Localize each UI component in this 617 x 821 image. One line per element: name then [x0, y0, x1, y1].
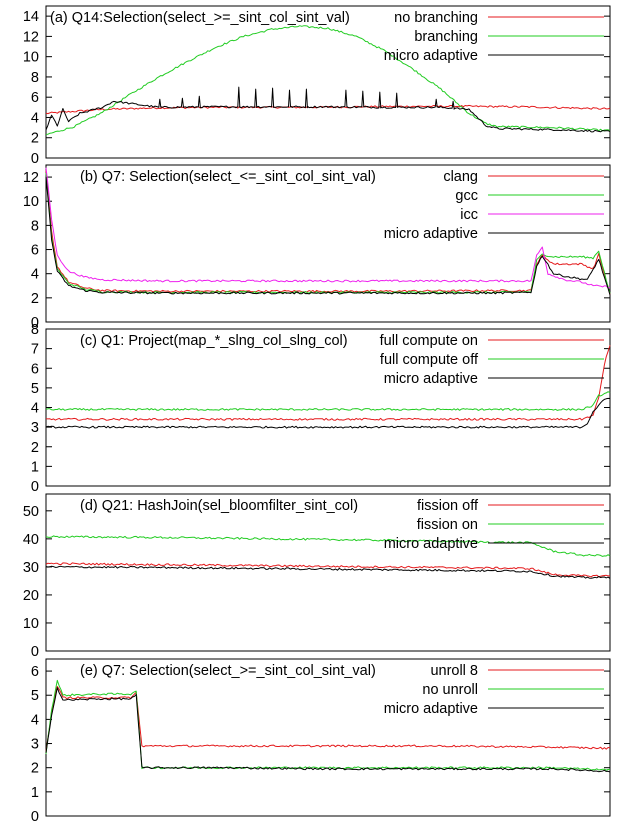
- chart-panel-2: 0 2 4 6 8 10 12 (b) Q7: Selection(select_<=_sin…: [23, 164, 611, 331]
- y-tick-label: 5: [31, 381, 39, 397]
- y-tick-label: 8: [31, 70, 39, 86]
- y-tick-label: 8: [31, 218, 39, 234]
- y-tick-label: 2: [31, 761, 39, 777]
- y-tick-label: 20: [23, 588, 39, 604]
- chart-panel-4: 0 10 20 30 40 50 (d) Q21: HashJoin(sel_bloomfi…: [23, 493, 611, 660]
- y-tick-label: 10: [23, 50, 39, 66]
- panel-title: (c) Q1: Project(map_*_slng_col_slng_col): [80, 333, 348, 349]
- series-line-no-unroll: [45, 679, 611, 771]
- y-tick-label: 2: [31, 131, 39, 147]
- y-tick-label: 10: [23, 194, 39, 210]
- panel-title: (d) Q21: HashJoin(sel_bloomfilter_sint_c…: [80, 498, 358, 514]
- plot-frame: [45, 5, 611, 159]
- y-tick-label: 0: [31, 809, 39, 821]
- legend-label: full compute off: [380, 352, 479, 368]
- y-tick-label: 14: [23, 9, 39, 25]
- plot-frame: [45, 164, 611, 323]
- y-tick-label: 3: [31, 420, 39, 436]
- legend-label: no branching: [394, 10, 478, 26]
- legend-label: icc: [460, 207, 478, 223]
- series-line-fission-on: [45, 535, 611, 557]
- y-tick-label: 4: [31, 401, 39, 417]
- series-line-full-compute-off: [45, 391, 611, 411]
- series-line-icc: [45, 167, 610, 289]
- y-tick-label: 1: [31, 785, 39, 801]
- series-line-full-compute-on: [45, 345, 611, 421]
- legend-label: micro adaptive: [384, 226, 478, 242]
- y-tick-label: 2: [31, 291, 39, 307]
- y-tick-label: 0: [31, 151, 39, 167]
- y-tick-label: 6: [31, 361, 39, 377]
- y-tick-label: 0: [31, 479, 39, 495]
- chart-panel-5: 0 1 2 3 4 5 6 (e) Q7: Selection(select_>=_sint_…: [31, 658, 611, 821]
- series-line-micro-adaptive: [45, 397, 611, 429]
- legend-label: micro adaptive: [384, 536, 478, 552]
- y-tick-label: 12: [23, 170, 39, 186]
- chart-panel-1: 0 2 4 6 8 10 12 14 (a) Q14:Selection(select_>=_s…: [23, 5, 611, 167]
- panel-title: (e) Q7: Selection(select_>=_sint_col_sin…: [80, 663, 376, 679]
- chart-panel-3: 0 1 2 3 4 5 6 7 8 (c) Q1: Project(map_*_slng_col_…: [31, 322, 611, 495]
- series-line-micro-adaptive: [45, 687, 611, 773]
- legend-label: micro adaptive: [384, 48, 478, 64]
- legend-label: gcc: [455, 188, 478, 204]
- legend-label: micro adaptive: [384, 371, 478, 387]
- series-line-branching: [45, 25, 611, 135]
- panel-title: (b) Q7: Selection(select_<=_sint_col_sin…: [80, 169, 376, 185]
- y-tick-label: 8: [31, 322, 39, 338]
- y-tick-label: 40: [23, 532, 39, 548]
- legend-label: micro adaptive: [384, 701, 478, 717]
- y-tick-label: 0: [31, 644, 39, 660]
- legend-label: fission off: [417, 498, 479, 514]
- y-tick-label: 0: [31, 315, 39, 331]
- y-tick-label: 4: [31, 110, 39, 126]
- legend-label: unroll 8: [430, 663, 478, 679]
- y-tick-label: 4: [31, 712, 39, 728]
- plot-frame: [45, 493, 611, 652]
- y-tick-label: 5: [31, 688, 39, 704]
- plot-frame: [45, 328, 611, 487]
- y-tick-label: 4: [31, 267, 39, 283]
- y-tick-label: 6: [31, 664, 39, 680]
- y-tick-label: 30: [23, 560, 39, 576]
- series-line-micro-adaptive: [45, 176, 611, 296]
- y-tick-label: 3: [31, 737, 39, 753]
- plot-frame: [45, 658, 611, 817]
- panel-title: (a) Q14:Selection(select_>=_sint_col_sin…: [50, 10, 350, 26]
- y-tick-label: 6: [31, 90, 39, 106]
- series-line-micro-adaptive: [45, 565, 611, 579]
- y-tick-label: 6: [31, 243, 39, 259]
- legend-label: clang: [443, 169, 478, 185]
- y-tick-label: 7: [31, 342, 39, 358]
- y-tick-label: 10: [23, 616, 39, 632]
- y-tick-label: 2: [31, 440, 39, 456]
- legend-label: fission on: [417, 517, 478, 533]
- series-line-no-branching: [45, 104, 611, 115]
- series-line-fission-off: [45, 562, 611, 578]
- y-tick-label: 1: [31, 459, 39, 475]
- legend-label: full compute on: [380, 333, 478, 349]
- series-line-micro-adaptive: [45, 86, 611, 133]
- y-tick-label: 50: [23, 504, 39, 520]
- series-line-unroll-8: [45, 686, 611, 752]
- y-tick-label: 12: [23, 29, 39, 45]
- legend-label: no unroll: [422, 682, 478, 698]
- legend-label: branching: [414, 29, 478, 45]
